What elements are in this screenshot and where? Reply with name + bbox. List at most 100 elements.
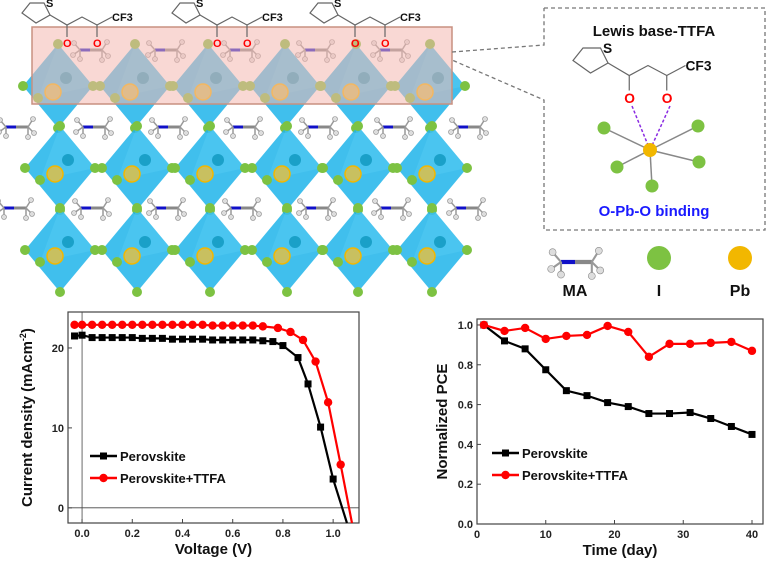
iodine-atom [610,160,624,174]
pb-i-bond [649,125,699,151]
iodine-atom [462,163,472,173]
ma-molecule [446,197,487,221]
hydrogen-atom [481,211,487,217]
ma-molecule [298,116,339,140]
ma-molecule [146,197,187,221]
hydrogen-atom [71,210,77,216]
iodine-atom [20,163,30,173]
hydrogen-atom [250,215,256,221]
x-tick-label: 1.0 [325,528,340,540]
lead-atom [196,247,214,265]
lead-atom [418,247,436,265]
sulfur-label: S [603,41,612,56]
iodine-atom [247,245,257,255]
data-point [189,335,197,343]
data-point [273,323,283,333]
ttfa-molecule: S CF3 O O [21,0,133,50]
coordination-bond [649,105,671,151]
data-point [229,336,237,344]
oxygen-label: O [351,38,360,50]
data-point [727,422,735,430]
data-point [304,380,312,388]
diketone-chain [49,14,113,26]
legend-marker [99,473,108,483]
y-tick-label: 0.4 [458,439,474,451]
hydrogen-atom [406,211,412,217]
hydrogen-atom [373,129,379,135]
iodine-atom [427,203,437,213]
ma-molecule [71,197,112,221]
data-point [188,320,197,329]
data-point [178,335,186,343]
cf3-label: CF3 [686,59,712,74]
x-tick-label: 30 [677,529,689,541]
hydrogen-atom [148,129,154,135]
oxygen-label: O [381,38,390,50]
hydrogen-atom [378,214,384,220]
ttfa-molecule: S CF3 O O [309,0,421,50]
x-axis-label: Time (day) [583,542,658,558]
y-tick-label: 10 [52,423,64,435]
cf3-label: CF3 [400,12,421,24]
oxygen-label: O [624,91,635,106]
data-point [541,334,550,344]
iodine-atom [55,203,65,213]
lead-atom [46,247,64,265]
iodine-atom [392,163,402,173]
data-point [317,423,325,431]
diketone-chain [199,14,263,26]
data-point [707,415,715,423]
hydrogen-atom [402,134,408,140]
hydrogen-atom [371,210,377,216]
data-point [168,320,177,329]
hydrogen-atom [0,117,3,123]
data-point [148,320,157,329]
hydrogen-atom [102,134,108,140]
legend-label-ma: MA [563,283,588,300]
series-perovskite-ttfa [70,320,354,524]
sulfur-label: S [196,0,203,10]
hydrogen-atom [372,198,378,204]
lead-atom [418,165,436,183]
iodine-atom [205,287,215,297]
x-tick-label: 0.4 [175,528,191,540]
data-point [138,320,147,329]
hydrogen-atom [108,130,114,136]
diketone-chain [607,62,686,77]
hydrogen-atom [72,198,78,204]
legend-label: Perovskite [120,449,186,464]
inset-ttfa-binding: Lewis base-TTFA S CF3 O O O-Pb-O binding [451,7,766,231]
data-point [108,334,116,342]
hydrogen-atom [455,133,461,139]
hydrogen-atom [480,197,486,203]
pb-i-bond [649,149,700,163]
iodine-atom [97,163,107,173]
lead-atom-back [62,236,74,248]
thiophene-ring [21,2,51,24]
data-point [228,321,237,330]
iodine-atom [427,287,437,297]
hydrogen-atom [1,214,7,220]
hydrogen-atom [449,117,455,123]
data-point [199,335,207,343]
data-point [78,331,86,339]
plot-frame [476,318,764,525]
iodine-atom [170,245,180,255]
iodine-atom [132,203,142,213]
hydrogen-atom [153,214,159,220]
hydrogen-atom [73,129,79,135]
hydrogen-atom [374,117,380,123]
hydrogen-atom [107,116,113,122]
iodine-atom [240,245,250,255]
iodine-atom [392,245,402,255]
iodine-atom [90,245,100,255]
hydrogen-atom [405,197,411,203]
data-point [178,320,187,329]
data-point [148,334,156,342]
data-point [645,410,653,418]
cf3-label: CF3 [112,12,133,24]
data-point [520,323,530,333]
data-point [218,321,227,330]
data-point [562,331,571,341]
